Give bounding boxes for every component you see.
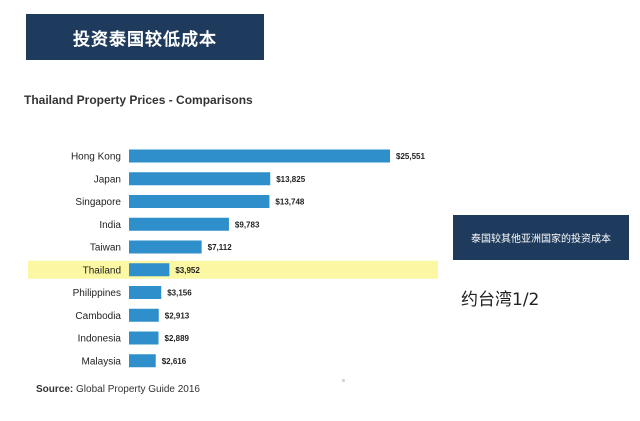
category-label-japan: Japan	[94, 174, 121, 185]
category-label-hong-kong: Hong Kong	[71, 152, 121, 163]
bar-india	[129, 217, 229, 231]
callout-text: 泰国较其他亚洲国家的投资成本	[471, 234, 611, 245]
bar-singapore	[129, 195, 270, 208]
category-label-thailand: Thailand	[83, 265, 121, 276]
category-label-cambodia: Cambodia	[75, 311, 121, 322]
bar-cambodia	[129, 308, 159, 322]
bar-malaysia	[129, 354, 156, 368]
bar-thailand	[129, 263, 170, 277]
category-label-india: India	[99, 220, 121, 231]
value-label-cambodia: $2,913	[165, 311, 190, 320]
taiwan-ratio-note: 约台湾1/2	[461, 290, 540, 310]
source-label: Source:	[36, 384, 74, 395]
source-text: Global Property Guide 2016	[76, 384, 200, 395]
bar-japan	[129, 172, 271, 186]
category-label-indonesia: Indonesia	[78, 334, 122, 345]
value-label-taiwan: $7,112	[208, 243, 233, 252]
value-label-malaysia: $2,616	[162, 357, 187, 366]
category-label-singapore: Singapore	[75, 197, 121, 208]
bar-taiwan	[129, 240, 202, 254]
decorative-dot	[342, 379, 345, 382]
bar-philippines	[129, 286, 162, 299]
category-label-taiwan: Taiwan	[90, 243, 121, 254]
value-label-philippines: $3,156	[167, 289, 192, 298]
bar-hong-kong	[129, 149, 390, 163]
comparison-callout: 泰国较其他亚洲国家的投资成本	[453, 215, 629, 260]
value-label-hong-kong: $25,551	[396, 152, 425, 161]
banner-text: 投资泰国较低成本	[73, 29, 217, 50]
value-label-india: $9,783	[235, 220, 260, 229]
value-label-japan: $13,825	[276, 175, 305, 184]
category-label-malaysia: Malaysia	[82, 356, 122, 367]
title-banner: 投资泰国较低成本	[26, 14, 264, 60]
chart-title: Thailand Property Prices - Comparisons	[24, 93, 253, 107]
bar-indonesia	[129, 331, 159, 345]
value-label-thailand: $3,952	[175, 266, 200, 275]
category-label-philippines: Philippines	[73, 288, 121, 299]
value-label-singapore: $13,748	[275, 198, 304, 207]
source-note: Source: Global Property Guide 2016	[36, 384, 200, 395]
value-label-indonesia: $2,889	[165, 334, 190, 343]
